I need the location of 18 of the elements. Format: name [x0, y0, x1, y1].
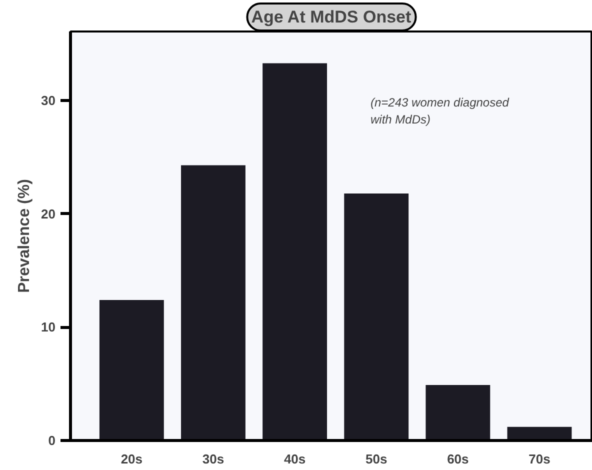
- y-axis-title: Prevalence (%): [16, 179, 34, 293]
- bar: [262, 63, 328, 440]
- y-tick-label: 30: [41, 93, 56, 108]
- x-tick-label: 60s: [447, 452, 469, 466]
- y-tick-label: 0: [48, 433, 56, 448]
- bar: [99, 300, 164, 440]
- x-tick-label: 70s: [528, 452, 550, 466]
- y-tick-label: 10: [41, 320, 56, 335]
- annotation: (n=243 women diagnosed with MdDs): [370, 96, 510, 126]
- bar: [426, 384, 490, 440]
- y-tick-label: 20: [41, 206, 56, 222]
- chart-title: Age At MdDS Onset: [251, 8, 412, 26]
- x-tick-label: 40s: [284, 452, 306, 466]
- bar: [344, 194, 409, 440]
- bar: [181, 165, 246, 440]
- x-tick-label: 50s: [366, 452, 388, 466]
- x-tick-label: 20s: [120, 452, 143, 466]
- x-tick-label: 30s: [202, 452, 224, 466]
